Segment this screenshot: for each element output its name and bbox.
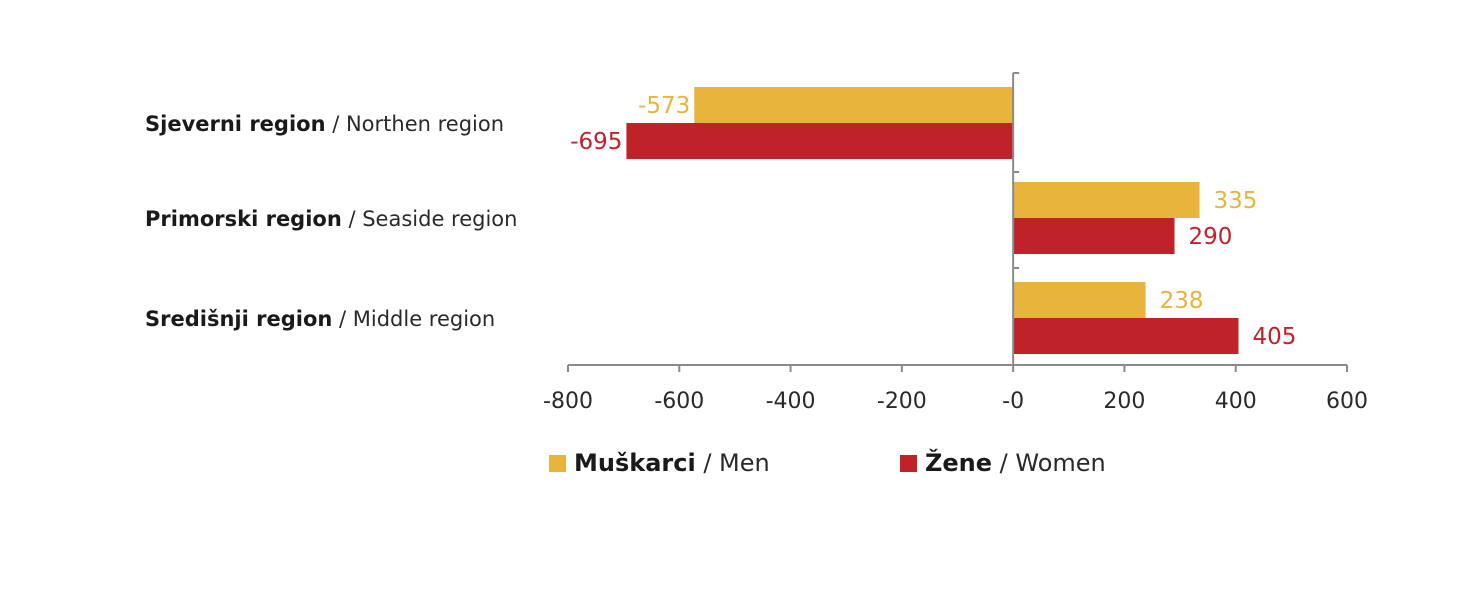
legend-label-bold-1: Žene: [925, 448, 992, 477]
bars: [626, 87, 1239, 354]
category-label-2: Središnji region / Middle region: [145, 307, 495, 331]
category-label-bold-2: Središnji region: [145, 307, 332, 331]
value-label-men-0: -573: [638, 93, 690, 119]
legend-label-bold-0: Muškarci: [574, 449, 696, 477]
x-tick-label-5: 200: [1103, 389, 1145, 414]
value-label-women-0: -695: [570, 129, 622, 155]
value-label-women-1: 290: [1189, 224, 1233, 250]
axes: -800 -600 -400 -200 -0 200 400 600: [543, 72, 1368, 414]
legend-label-men: Muškarci / Men: [574, 449, 770, 477]
x-tick-label-3: -200: [877, 389, 927, 414]
category-labels: Sjeverni region / Northen region Primorsk…: [145, 112, 517, 331]
category-label-normal-2: / Middle region: [332, 307, 495, 331]
bar-men-0: [694, 87, 1014, 123]
value-label-women-2: 405: [1252, 324, 1296, 350]
bar-women-2: [1013, 318, 1239, 354]
legend-swatch-men: [549, 455, 566, 472]
x-tick-label-6: 400: [1215, 389, 1257, 414]
category-label-bold-1: Primorski region: [145, 207, 342, 231]
x-tick-label-2: -400: [766, 389, 816, 414]
legend-label-women: Žene / Women: [925, 448, 1106, 477]
category-label-normal-0: / Northen region: [326, 112, 504, 136]
legend-label-normal-0: / Men: [696, 449, 770, 477]
bar-men-2: [1013, 282, 1146, 318]
legend: Muškarci / Men Žene / Women: [549, 448, 1106, 477]
value-label-men-1: 335: [1214, 188, 1258, 214]
bar-women-1: [1013, 218, 1175, 254]
bar-men-1: [1013, 182, 1200, 218]
value-label-men-2: 238: [1160, 288, 1204, 314]
category-label-bold-0: Sjeverni region: [145, 112, 326, 136]
legend-swatch-women: [900, 455, 917, 472]
category-label-normal-1: / Seaside region: [342, 207, 518, 231]
category-label-1: Primorski region / Seaside region: [145, 207, 517, 231]
legend-label-normal-1: / Women: [992, 449, 1106, 477]
x-tick-label-7: 600: [1326, 389, 1368, 414]
x-tick-label-4: -0: [1002, 389, 1024, 414]
x-tick-label-1: -600: [654, 389, 704, 414]
category-label-0: Sjeverni region / Northen region: [145, 112, 504, 136]
x-tick-label-0: -800: [543, 389, 593, 414]
bar-women-0: [626, 123, 1014, 159]
value-labels: -573 335 238 -695 290 405: [570, 93, 1296, 350]
